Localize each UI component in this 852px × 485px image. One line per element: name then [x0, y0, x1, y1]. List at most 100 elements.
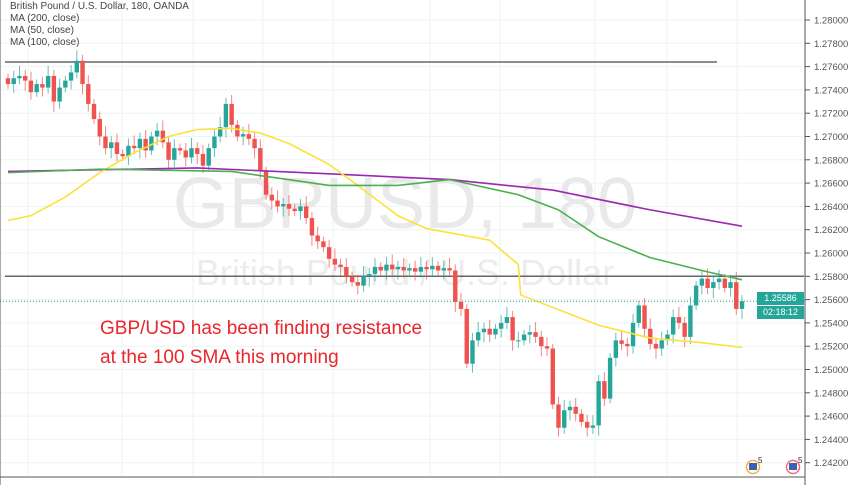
- chart-annotation: GBP/USD has been finding resistance at t…: [100, 314, 422, 372]
- candle-body: [349, 276, 355, 283]
- ma50-line: [7, 127, 743, 349]
- y-tick-label: 1.28000: [814, 16, 848, 27]
- candle: [567, 400, 573, 421]
- candle-body: [447, 268, 452, 271]
- candle: [458, 293, 464, 317]
- candle-body: [728, 282, 733, 288]
- candle-body: [441, 268, 447, 271]
- gb-us-flag-event-icon[interactable]: 5: [785, 456, 804, 475]
- candle-body: [235, 124, 240, 137]
- ma100-line: [7, 168, 743, 281]
- candle-body: [120, 153, 125, 157]
- y-tick-label: 1.25000: [814, 365, 848, 376]
- candle-body: [23, 75, 28, 81]
- candle: [441, 260, 447, 280]
- y-tick-label: 1.27400: [814, 85, 848, 96]
- candle: [51, 69, 57, 112]
- candle-body: [183, 150, 188, 158]
- candle-body: [11, 78, 16, 85]
- candle-body: [734, 282, 739, 309]
- y-tick-label: 1.24200: [814, 458, 848, 469]
- candle-body: [223, 103, 229, 128]
- candle-body: [435, 265, 441, 271]
- candle-body: [378, 266, 383, 271]
- candle: [97, 111, 102, 146]
- candle-body: [143, 138, 148, 151]
- candle-body: [154, 130, 160, 137]
- candle-body: [407, 268, 412, 271]
- candle: [303, 196, 309, 225]
- candle: [573, 397, 578, 422]
- candle: [521, 329, 527, 346]
- candle: [693, 280, 699, 311]
- candle-body: [705, 278, 710, 288]
- candle-body: [688, 305, 693, 337]
- candle-body: [246, 134, 252, 139]
- candle: [355, 274, 360, 295]
- candle-body: [521, 334, 527, 341]
- candle: [636, 300, 641, 328]
- candle: [498, 315, 504, 338]
- candle: [338, 258, 343, 278]
- candle: [510, 311, 515, 351]
- candle: [263, 166, 269, 200]
- annotation-line-2: at the 100 SMA this morning: [100, 347, 339, 368]
- candle-body: [114, 142, 120, 154]
- annotation-line-1: GBP/USD has been finding resistance: [100, 318, 423, 339]
- candle: [80, 54, 85, 95]
- candle: [349, 271, 355, 287]
- candle-body: [395, 266, 401, 270]
- candle: [533, 321, 538, 343]
- candle-body: [80, 60, 85, 85]
- legend-ma50[interactable]: MA (50, close): [10, 25, 74, 36]
- candle: [682, 316, 687, 348]
- candle-body: [493, 328, 498, 335]
- candle-body: [229, 103, 234, 125]
- candle: [481, 322, 487, 343]
- candle: [177, 143, 183, 156]
- candle-body: [619, 340, 624, 344]
- candle: [384, 257, 389, 280]
- candle-body: [372, 266, 378, 274]
- candle: [126, 138, 131, 166]
- candle-body: [126, 145, 131, 157]
- candle-body: [74, 60, 80, 73]
- candle-body: [5, 78, 11, 85]
- us-flag-event-icon[interactable]: 5: [745, 456, 764, 475]
- candle-body: [590, 425, 596, 428]
- event-count: 5: [798, 456, 803, 465]
- candle-body: [642, 305, 647, 329]
- candle: [676, 306, 682, 329]
- candle: [539, 330, 544, 357]
- candle: [579, 409, 584, 427]
- candle: [326, 239, 332, 268]
- candle: [103, 126, 108, 155]
- candle: [424, 260, 429, 280]
- candle-body: [384, 264, 389, 271]
- candle-body: [160, 130, 166, 143]
- candle: [63, 75, 68, 93]
- y-tick-label: 1.26000: [814, 249, 848, 260]
- y-tick-label: 1.26200: [814, 225, 848, 236]
- candle: [407, 263, 412, 276]
- candle: [315, 226, 320, 249]
- candle-body: [240, 134, 246, 137]
- candle-body: [149, 136, 154, 151]
- candle-body: [401, 266, 406, 271]
- candle-body: [464, 308, 469, 364]
- candle: [418, 256, 424, 278]
- candle-body: [332, 258, 338, 265]
- bar-countdown-label: 02:18:12: [757, 306, 804, 319]
- candle-body: [533, 332, 538, 337]
- legend-ma200[interactable]: MA (200, close): [10, 13, 80, 24]
- candle-body: [527, 332, 533, 335]
- candle-body: [670, 317, 676, 335]
- candle: [665, 329, 670, 346]
- candle-body: [648, 328, 653, 344]
- candle: [195, 142, 200, 165]
- candle: [487, 319, 492, 343]
- legend-ma100[interactable]: MA (100, close): [10, 37, 80, 48]
- candle: [705, 268, 710, 295]
- candle: [550, 343, 555, 410]
